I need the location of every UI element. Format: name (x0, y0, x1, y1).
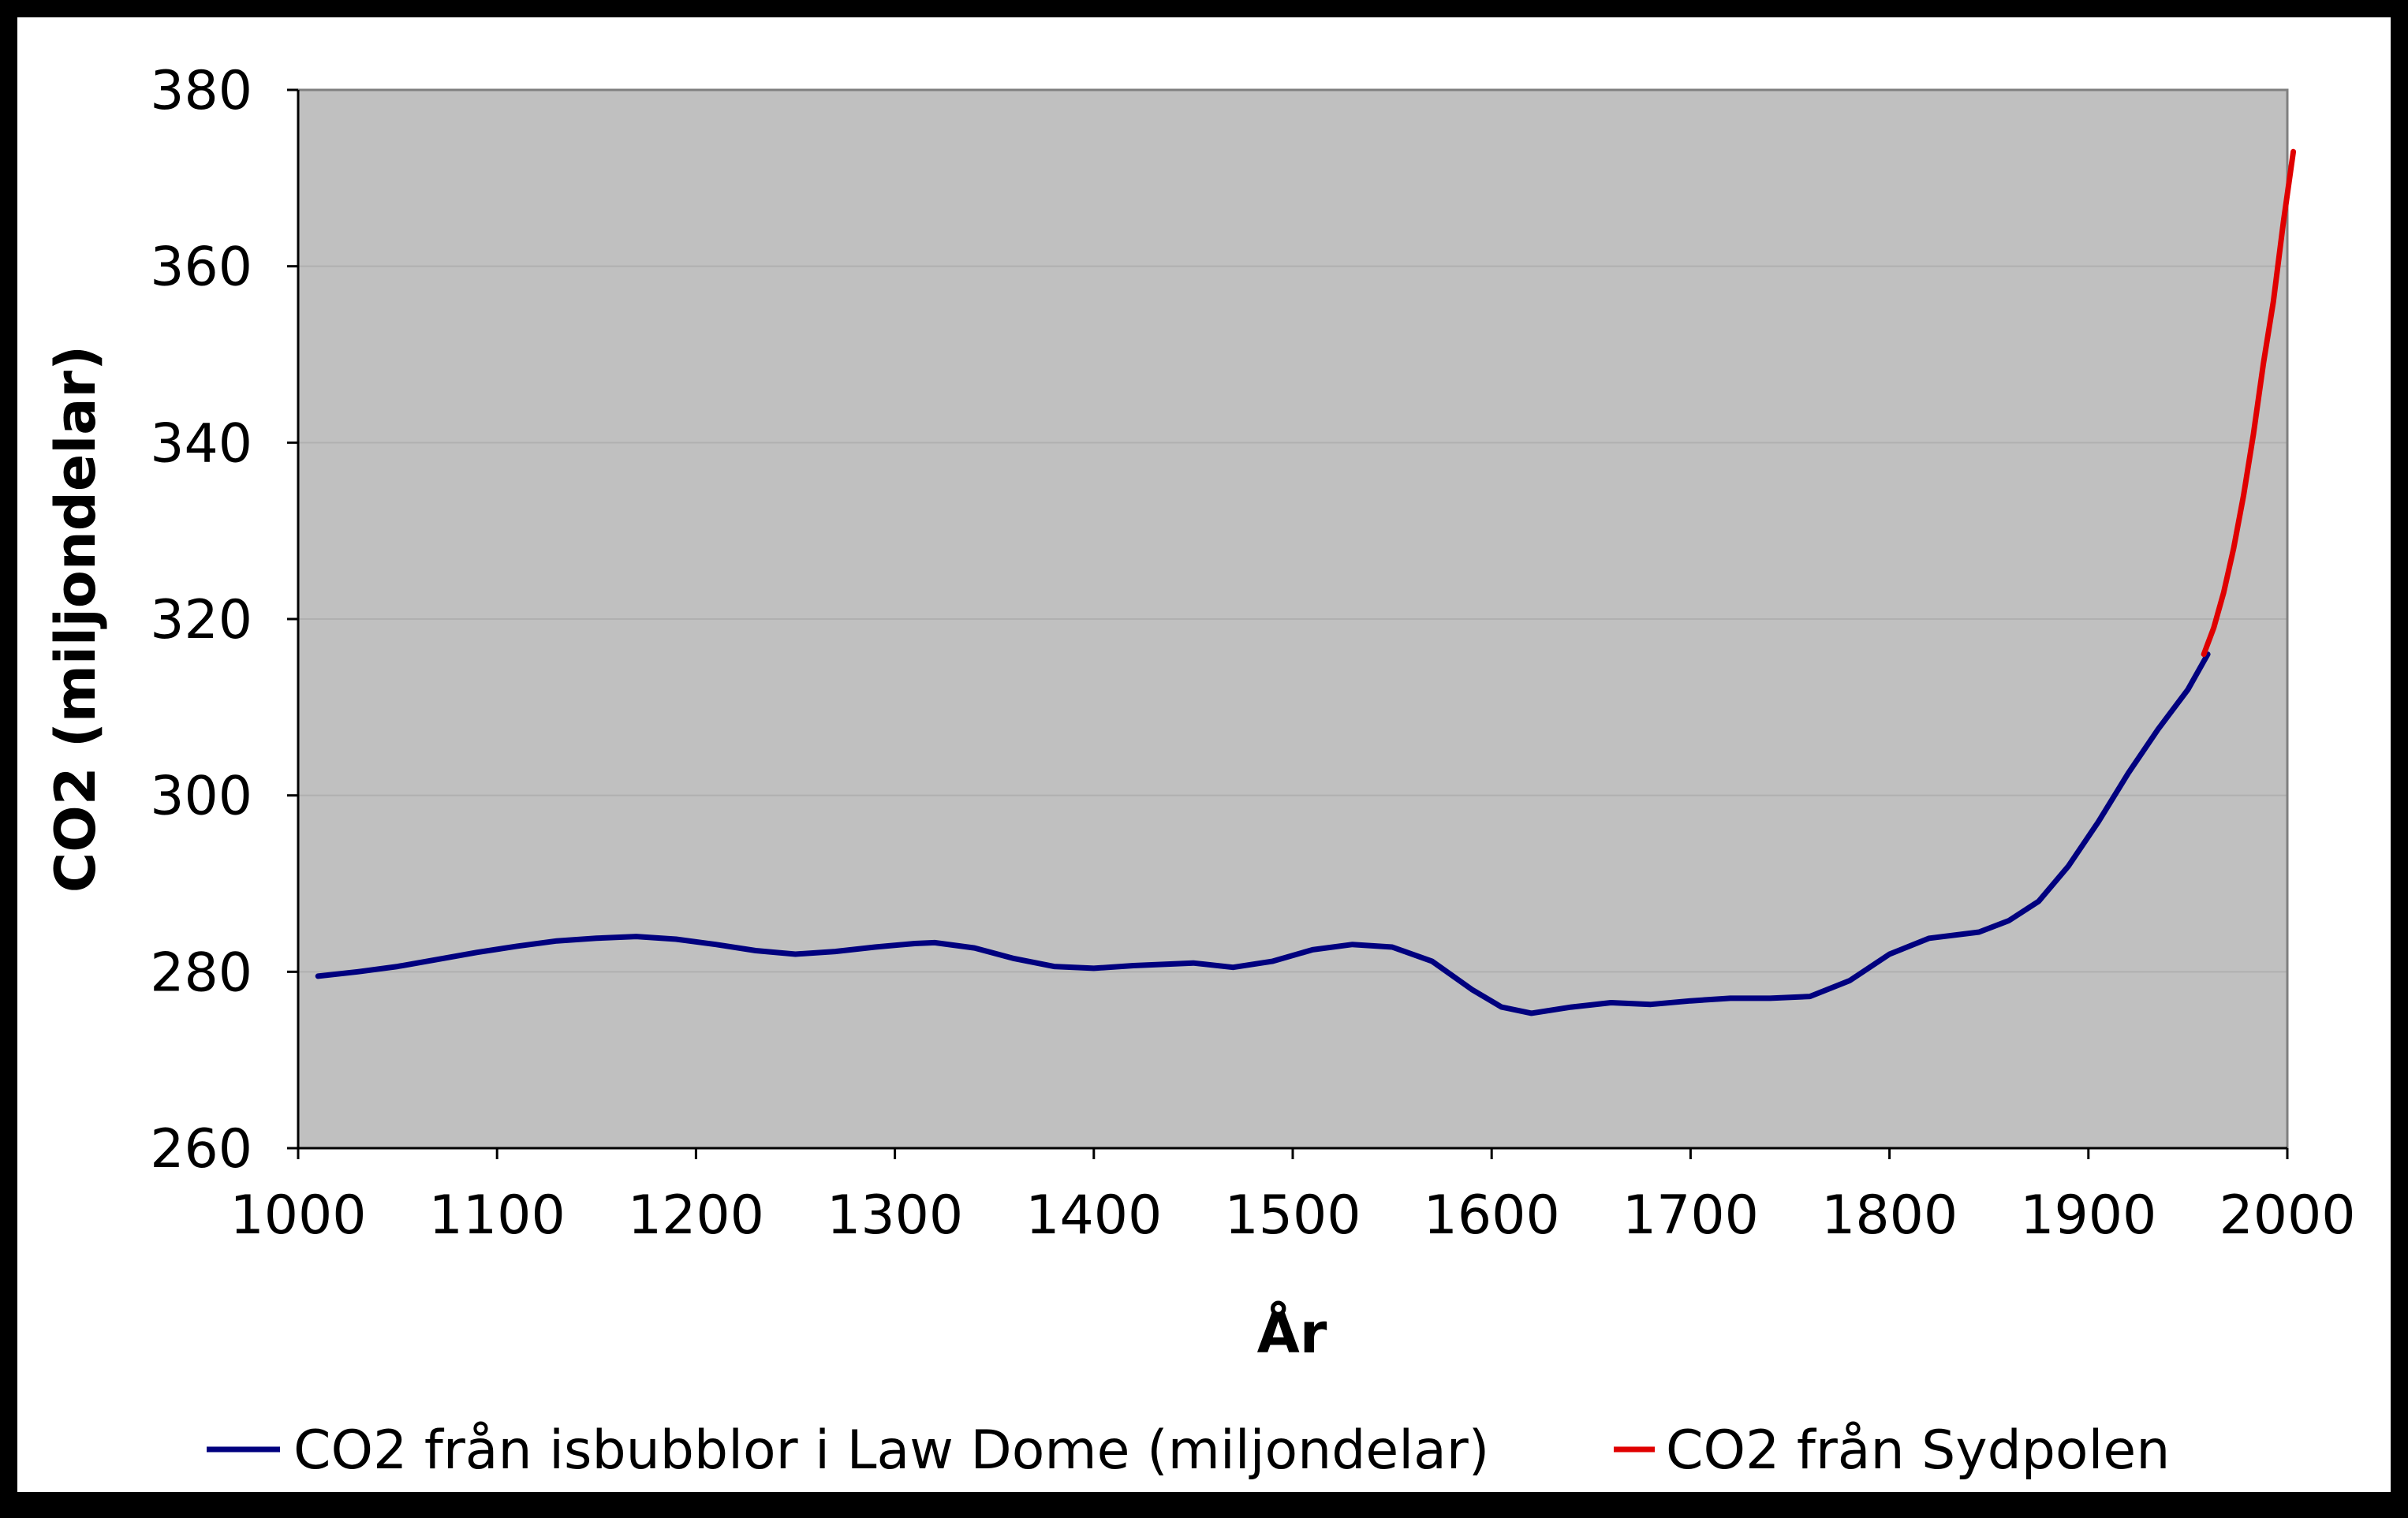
axes: 260 280 300 320 340 360 380 1000 1100 1200 1300 140… (150, 60, 2355, 1247)
series-lines (315, 148, 2297, 1016)
x-tick-label-1900: 1900 (2020, 1184, 2156, 1247)
x-tick-label-1200: 1200 (628, 1184, 764, 1247)
series-line-0 (315, 651, 2211, 1016)
y-tick-label-260: 260 (150, 1118, 252, 1180)
x-tick-label-1300: 1300 (827, 1184, 963, 1247)
x-tick-label-1600: 1600 (1424, 1184, 1560, 1247)
grid-lines (298, 265, 2287, 973)
x-axis-title: År (1257, 1301, 1327, 1366)
y-tick-label-280: 280 (150, 942, 252, 1004)
y-axis-title: CO2 (miljondelar) (43, 345, 108, 893)
x-tick-label-1000: 1000 (230, 1184, 366, 1247)
x-tick-label-1400: 1400 (1025, 1184, 1162, 1247)
x-tick-label-1700: 1700 (1622, 1184, 1759, 1247)
x-tick-label-1800: 1800 (1821, 1184, 1958, 1247)
x-tick-label-1500: 1500 (1224, 1184, 1361, 1247)
y-tick-label-300: 300 (150, 766, 252, 828)
y-tick-label-320: 320 (150, 589, 252, 651)
series-line-1 (2201, 148, 2297, 658)
x-tick-label-2000: 2000 (2219, 1184, 2355, 1247)
y-tick-label-360: 360 (150, 237, 252, 299)
y-tick-label-380: 380 (150, 60, 252, 122)
legend-label-law-dome: CO2 från isbubblor i Law Dome (miljondel… (293, 1419, 1489, 1482)
legend: CO2 från isbubblor i Law Dome (miljondel… (207, 1419, 2170, 1482)
x-tick-label-1100: 1100 (429, 1184, 566, 1247)
legend-label-sydpolen: CO2 från Sydpolen (1666, 1419, 2170, 1482)
y-tick-label-340: 340 (150, 412, 252, 475)
